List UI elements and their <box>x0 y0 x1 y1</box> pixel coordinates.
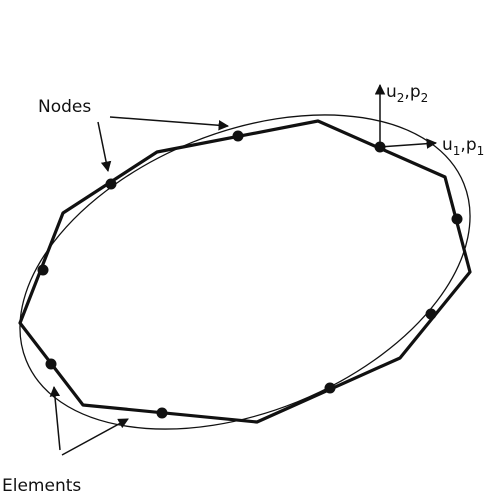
part: ,p <box>404 82 420 102</box>
dof1-label: u1,p1 <box>442 135 484 158</box>
part: 2 <box>397 91 405 105</box>
part: 1 <box>477 144 485 158</box>
elements-polygon <box>18 119 472 424</box>
part: 1 <box>453 144 461 158</box>
arrows <box>49 83 438 456</box>
nodes-label: Nodes <box>38 97 91 117</box>
boundary <box>19 114 471 430</box>
dof2-label: u2,p2 <box>386 82 428 105</box>
nodes <box>37 130 463 419</box>
part: 2 <box>421 91 429 105</box>
part: u <box>442 135 453 155</box>
part: u <box>386 82 397 102</box>
elements-label: Elements <box>2 476 81 496</box>
part: ,p <box>460 135 476 155</box>
